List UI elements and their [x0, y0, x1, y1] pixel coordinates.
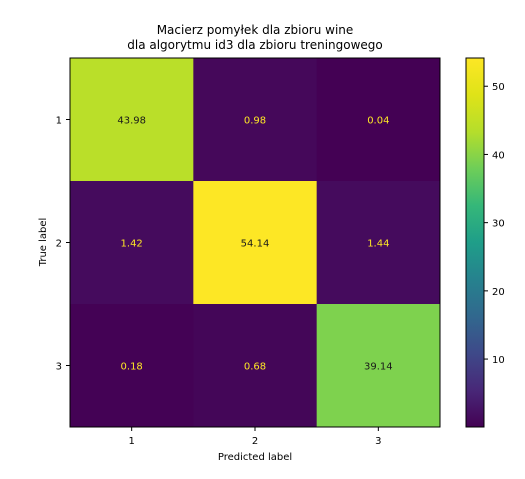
x-tick-label-2: 2	[252, 436, 258, 447]
chart-title-line-1: Macierz pomyłek dla zbioru wine	[157, 23, 354, 37]
colorbar-ticks: 10 20 30 40 50	[484, 82, 505, 366]
colorbar	[465, 57, 485, 428]
cell-value-r1-c1: 43.98	[117, 116, 146, 127]
x-tick-label-1: 1	[128, 436, 134, 447]
cell-r2-c1	[70, 181, 194, 305]
cell-value-r3-c1: 0.18	[121, 362, 143, 373]
cell-r2-c2	[193, 181, 318, 305]
chart-title-line-2: dla algorytmu id3 dla zbioru treningoweg…	[127, 38, 383, 52]
colorbar-tick-label-4: 40	[492, 150, 505, 161]
x-axis-label: Predicted label	[218, 452, 292, 463]
cell-r3-c3	[316, 304, 441, 428]
cell-value-r2-c2: 54.14	[241, 239, 270, 250]
x-tick-label-3: 3	[375, 436, 381, 447]
cell-r2-c3	[316, 181, 441, 305]
y-tick-label-3: 3	[56, 362, 62, 373]
cell-value-r3-c2: 0.68	[244, 362, 266, 373]
cell-value-r1-c3: 0.04	[367, 116, 389, 127]
y-tick-label-1: 1	[56, 116, 62, 127]
cell-r1-c2	[193, 58, 318, 182]
cell-r3-c1	[70, 304, 194, 428]
y-tick-label-2: 2	[56, 239, 62, 250]
cell-r1-c3	[316, 58, 441, 182]
colorbar-tick-label-5: 50	[492, 82, 505, 93]
x-axis-ticks: 1 2 3	[128, 427, 382, 447]
y-axis-label: True label	[38, 218, 49, 268]
y-axis-ticks: 1 2 3	[56, 116, 70, 373]
heatmap-cell-labels: 43.98 0.98 0.04 1.42 54.14 1.44 0.18 0.68 39.14	[117, 116, 392, 373]
colorbar-tick-label-1: 10	[492, 355, 505, 366]
colorbar-tick-label-2: 20	[492, 287, 505, 298]
cell-value-r1-c2: 0.98	[244, 116, 266, 127]
cell-r3-c2	[193, 304, 318, 428]
colorbar-tick-label-3: 30	[492, 219, 505, 230]
cell-value-r3-c3: 39.14	[364, 362, 393, 373]
cell-value-r2-c3: 1.44	[367, 239, 389, 250]
heatmap-cells	[70, 58, 441, 428]
cell-r1-c1	[70, 58, 194, 182]
cell-value-r2-c1: 1.42	[121, 239, 143, 250]
